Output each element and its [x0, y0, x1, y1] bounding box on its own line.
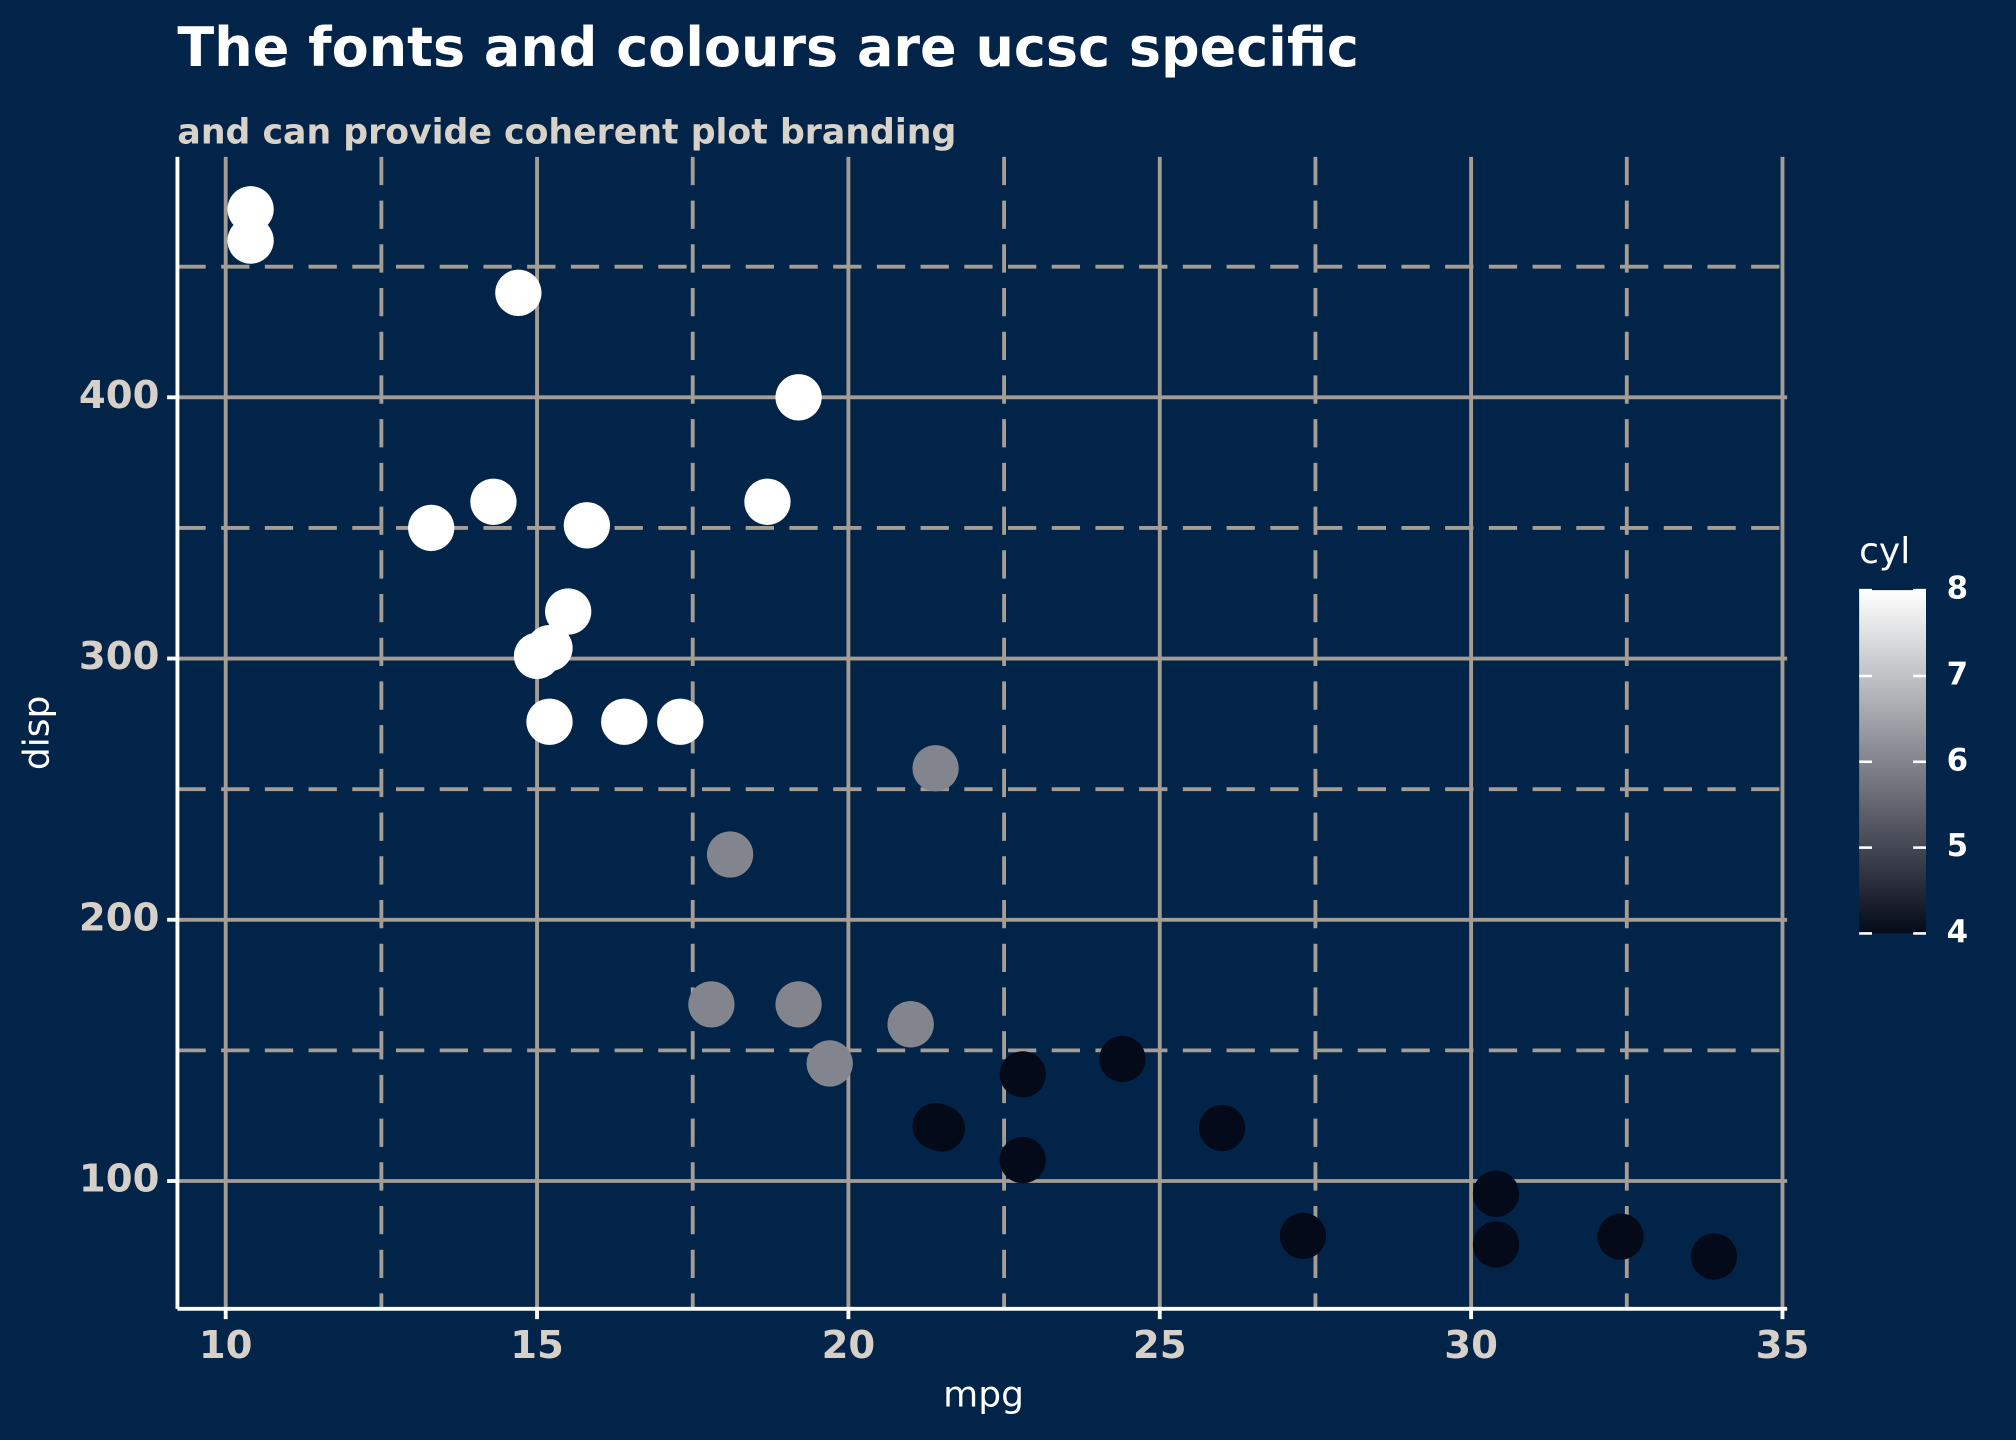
point — [1690, 1233, 1738, 1280]
point — [1597, 1213, 1644, 1260]
y-axis-label: disp — [17, 696, 58, 770]
point — [999, 1051, 1046, 1098]
chart-title: The fonts and colours are ucsc specific — [177, 16, 1358, 79]
colorbar-label: 7 — [1947, 656, 1968, 692]
point — [1472, 1170, 1520, 1217]
x-tick-label: 15 — [510, 1323, 564, 1368]
y-tick-label: 300 — [79, 634, 160, 679]
point — [999, 1136, 1046, 1184]
point — [526, 698, 573, 745]
colorbar-label: 6 — [1947, 742, 1968, 778]
y-tick-label: 200 — [79, 895, 160, 940]
points — [227, 186, 1738, 1280]
x-tick-label: 30 — [1444, 1323, 1498, 1368]
point — [775, 374, 822, 421]
point — [545, 588, 592, 635]
point — [657, 698, 704, 745]
point — [806, 1040, 853, 1087]
point — [563, 502, 611, 549]
grid — [177, 156, 1788, 1309]
point — [887, 1001, 934, 1048]
point — [1472, 1221, 1520, 1268]
point — [470, 478, 517, 525]
point — [912, 745, 959, 792]
x-tick-label: 35 — [1756, 1323, 1810, 1368]
point — [775, 981, 822, 1028]
chart-subtitle: and can provide coherent plot branding — [177, 113, 956, 153]
y-tick-label: 400 — [79, 373, 160, 418]
colorbar-label: 8 — [1947, 571, 1968, 607]
point — [706, 831, 754, 878]
point — [1198, 1104, 1246, 1152]
y-tick-label: 100 — [79, 1156, 160, 1201]
point — [227, 217, 274, 264]
legend-title: cyl — [1859, 531, 1910, 572]
point — [744, 478, 791, 525]
point — [495, 269, 542, 316]
x-axis-label: mpg — [943, 1374, 1024, 1415]
point — [1279, 1212, 1327, 1259]
colorbar-label: 4 — [1947, 914, 1968, 950]
point — [601, 698, 648, 745]
point — [688, 981, 735, 1028]
point — [912, 1102, 959, 1150]
point — [513, 632, 561, 680]
point — [1099, 1035, 1146, 1083]
x-tick-label: 25 — [1133, 1323, 1187, 1368]
x-tick-label: 10 — [199, 1323, 253, 1368]
colorbar-label: 5 — [1947, 828, 1968, 864]
x-tick-label: 20 — [822, 1323, 876, 1368]
point — [408, 504, 455, 552]
